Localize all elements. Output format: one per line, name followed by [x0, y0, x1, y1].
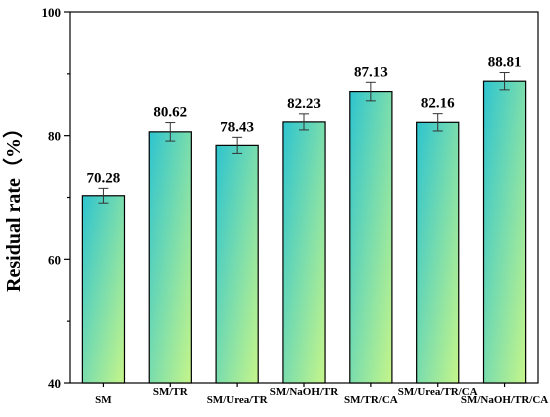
bar	[482, 80, 527, 384]
labels: 70.28 SM 80.62 SM/TR 78.43 SM/Urea/TR 82.23 SM/…	[87, 55, 549, 406]
x-tick-label: SM/TR/CA	[344, 394, 398, 406]
bar	[81, 195, 126, 384]
x-tick-label: SM	[95, 394, 112, 406]
bar	[148, 131, 192, 384]
data-label: 70.28	[87, 170, 121, 186]
x-tick-label: SM/TR	[153, 386, 189, 398]
y-tick-label: 60	[48, 252, 61, 267]
y-axis-title: Residual rate（%）	[2, 118, 25, 292]
data-label: 78.43	[220, 119, 254, 135]
data-label: 88.81	[488, 55, 522, 71]
y-tick-label: 100	[42, 5, 62, 20]
y-tick-label: 40	[48, 376, 61, 391]
bar	[215, 144, 259, 384]
y-tick-label: 80	[48, 129, 61, 144]
x-tick-label: SM/NaOH/TR	[270, 386, 340, 398]
x-tick-label: SM/Urea/TR	[207, 394, 269, 406]
bar	[282, 121, 326, 384]
x-tick-label: SM/Urea/TR/CA	[398, 386, 478, 398]
bar	[416, 121, 460, 384]
x-tick-label: SM/NaOH/TR/CA	[461, 394, 548, 406]
data-label: 82.16	[421, 96, 455, 112]
data-label: 80.62	[153, 105, 187, 121]
bars	[81, 72, 527, 384]
data-label: 87.13	[354, 64, 388, 80]
bar	[349, 90, 393, 384]
data-label: 82.23	[287, 96, 321, 112]
